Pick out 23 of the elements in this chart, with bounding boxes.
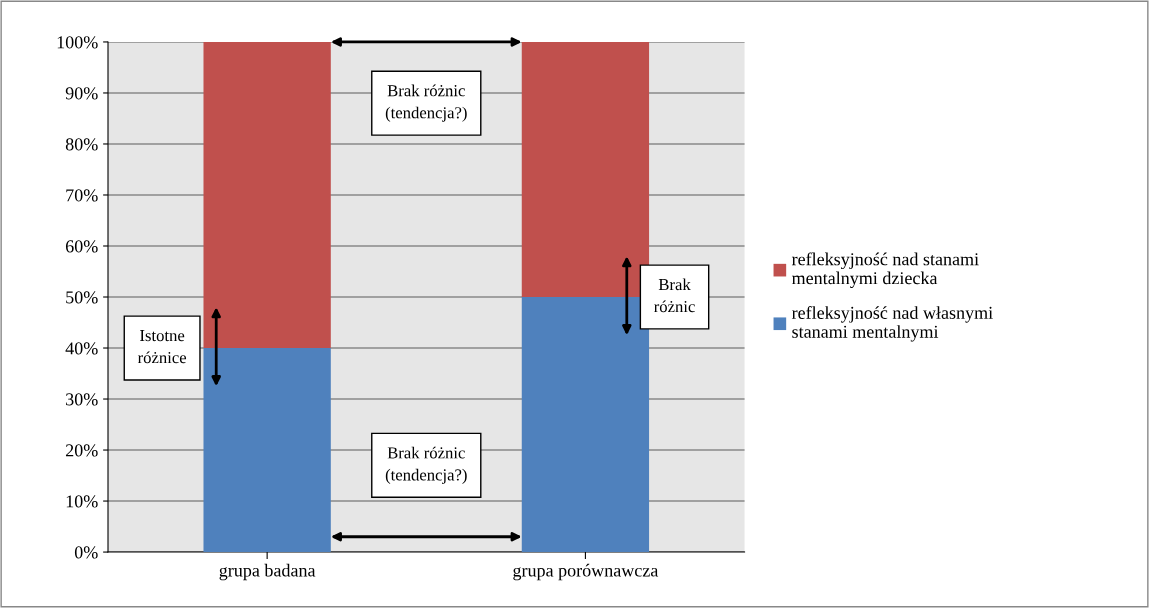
bar	[521, 297, 650, 553]
legend-label: refleksyjność nad własnymi stanami mentalnymi	[791, 306, 993, 342]
annotation: Brak różnic	[654, 278, 695, 313]
y-tick-label: 70%	[66, 189, 98, 202]
x-tick-label: grupa badana	[219, 563, 316, 581]
y-tick-label: 40%	[65, 342, 98, 355]
y-tick-label: 10%	[66, 495, 98, 508]
y-tick-label: 50%	[66, 291, 98, 304]
annotation: Brak różnic (tendencja?)	[385, 446, 467, 484]
y-tick-label: 80%	[65, 138, 98, 151]
y-tick-label: 0%	[74, 546, 98, 559]
y-tick-label: 100%	[57, 36, 98, 49]
bar	[203, 41, 331, 349]
bar	[521, 41, 650, 298]
bar	[203, 348, 331, 553]
annotation: Istotne różnice	[137, 330, 187, 364]
y-tick-label: 30%	[66, 393, 98, 406]
y-tick-label: 20%	[65, 444, 98, 457]
x-tick-label: grupa porównawcza	[513, 563, 659, 581]
legend-label: refleksyjność nad stanami mentalnymi dziecka	[791, 252, 979, 288]
y-tick-label: 60%	[65, 240, 98, 253]
y-tick-label: 90%	[65, 87, 98, 100]
annotation: Brak różnic (tendencja?)	[385, 84, 467, 122]
